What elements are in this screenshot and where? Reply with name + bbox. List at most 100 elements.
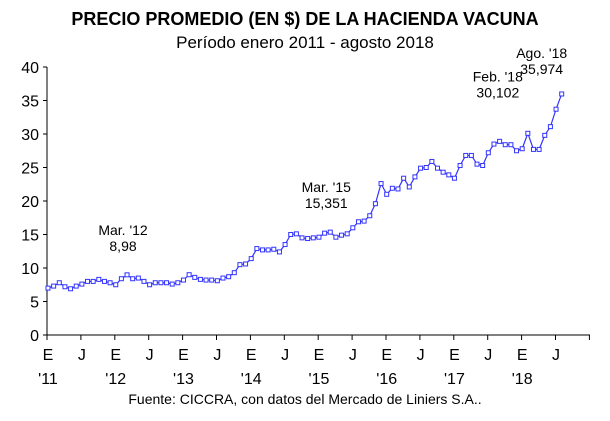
data-point [271,246,277,252]
data-point [316,234,322,240]
data-point [113,282,119,288]
data-point [418,165,424,171]
x-tick-label: J [78,347,86,364]
data-point [519,146,525,152]
data-point [56,280,62,286]
data-point [169,281,175,287]
data-point [276,249,282,255]
annotation-label: Mar. '15 [302,179,352,195]
data-point [226,274,232,280]
data-point [282,242,288,248]
data-point [186,272,192,278]
x-tick-label: J [484,347,492,364]
y-tick-label: 0 [30,328,39,345]
data-point [463,152,469,158]
y-tick-label: 20 [21,194,39,211]
x-tick-label: J [213,347,221,364]
year-label: '11 [38,371,58,388]
x-tick-label: J [349,347,357,364]
year-label: '13 [173,371,194,388]
data-point [220,275,226,281]
data-point [305,236,311,242]
data-point [367,213,373,219]
x-tick-label: E [43,347,54,364]
data-point [536,146,542,152]
data-point [260,247,266,253]
y-tick-label: 25 [21,161,39,178]
data-point [62,284,68,290]
data-point [209,277,215,283]
data-point [485,150,491,156]
data-point [118,276,124,282]
data-point [514,148,520,154]
data-point [68,286,74,292]
data-point [288,232,294,237]
data-point [152,280,158,286]
y-tick-label: 40 [21,60,39,77]
data-point [457,162,463,168]
data-point [130,276,136,282]
data-point [293,231,299,237]
data-point [497,138,503,144]
data-point [45,285,51,291]
annotation-label: Mar. '12 [98,222,148,238]
data-point [180,277,186,283]
annotation-value: 30,102 [476,84,519,100]
data-point [559,91,565,97]
x-tick-label: E [517,347,528,364]
x-tick-label: E [178,347,189,364]
y-tick-label: 15 [21,228,39,245]
data-point [203,277,209,283]
data-point [248,256,254,262]
data-point [361,218,367,224]
data-point [530,146,536,152]
data-point [491,141,497,147]
data-point [51,283,57,289]
data-point [406,184,412,190]
data-point [502,142,508,148]
year-label: '16 [376,371,397,388]
y-tick-label: 35 [21,94,39,111]
data-point [237,262,243,268]
data-point [265,247,271,253]
x-tick-label: E [110,347,121,364]
year-label: '14 [241,371,262,388]
data-point [327,229,333,235]
x-tick-label: E [381,347,392,364]
data-point [389,185,395,191]
data-point [446,172,452,178]
data-point [310,235,316,241]
data-point [372,201,378,207]
data-point [135,275,141,281]
data-point [401,175,407,181]
annotation-label: Ago. '18 [516,45,567,61]
data-point [73,283,79,289]
data-point [474,161,480,167]
year-label: '12 [105,371,126,388]
data-point [378,181,384,187]
data-point [164,280,170,286]
data-point [85,278,91,284]
data-point [344,231,350,237]
data-point [141,278,147,284]
data-point [124,272,130,278]
y-tick-label: 10 [21,261,39,278]
data-point [192,274,198,280]
y-tick-label: 30 [21,127,39,144]
data-point [440,169,446,175]
data-point [547,124,553,130]
data-point [468,152,474,158]
data-point [333,234,339,240]
annotation-value: 35,974 [520,61,563,77]
year-label: '15 [309,371,330,388]
y-tick-label: 5 [30,295,39,312]
year-label: '18 [512,371,533,388]
x-tick-label: J [281,347,289,364]
annotation-value: 8,98 [109,238,136,254]
data-point [158,280,164,286]
data-point [147,282,153,288]
data-point [339,232,345,238]
data-point [79,281,85,287]
data-point [451,175,457,181]
data-point [395,186,401,192]
